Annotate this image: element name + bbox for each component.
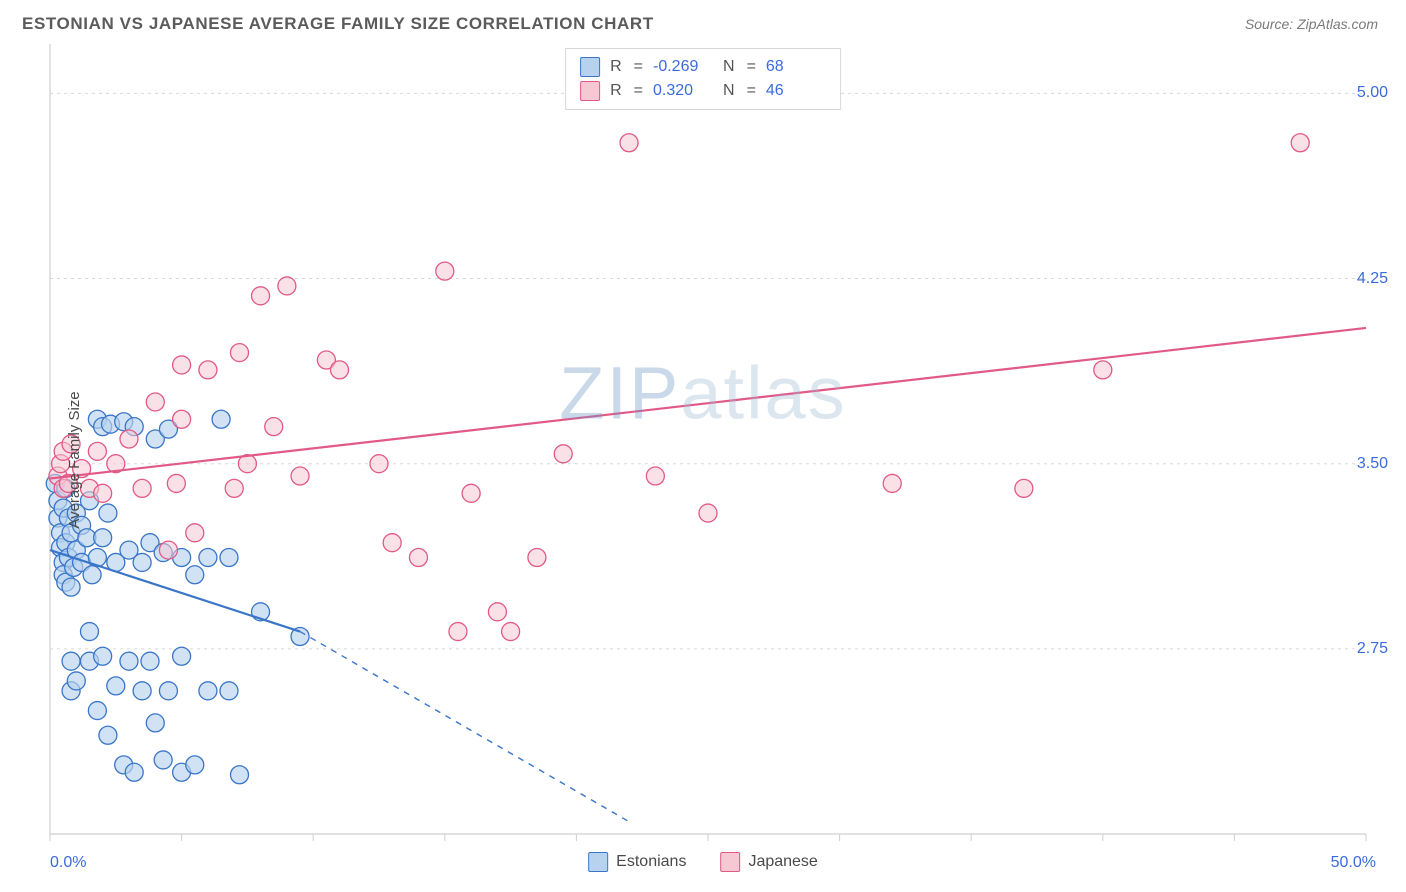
- y-tick-label: 2.75: [1357, 640, 1388, 658]
- stat-N-estonians: 68: [766, 55, 826, 79]
- eq-sign: =: [634, 55, 643, 79]
- source-prefix: Source:: [1245, 16, 1297, 32]
- source-name: ZipAtlas.com: [1297, 16, 1378, 32]
- y-tick-label: 3.50: [1357, 455, 1388, 473]
- swatch-japanese: [580, 81, 600, 101]
- y-axis-label: Average Family Size: [66, 391, 83, 528]
- chart-title: ESTONIAN VS JAPANESE AVERAGE FAMILY SIZE…: [22, 14, 654, 34]
- x-axis-min-label: 0.0%: [50, 854, 86, 872]
- eq-sign: =: [747, 55, 756, 79]
- x-axis-max-label: 50.0%: [1331, 854, 1376, 872]
- y-tick-label: 4.25: [1357, 270, 1388, 288]
- eq-sign: =: [747, 79, 756, 103]
- chart-area: Average Family Size ZIPatlas R = -0.269 …: [0, 40, 1406, 880]
- stat-N-label: N: [723, 79, 735, 103]
- stat-R-japanese: 0.320: [653, 79, 713, 103]
- chart-header: ESTONIAN VS JAPANESE AVERAGE FAMILY SIZE…: [0, 0, 1406, 40]
- stat-N-label: N: [723, 55, 735, 79]
- legend-label-estonians: Estonians: [616, 853, 686, 871]
- stat-R-estonians: -0.269: [653, 55, 713, 79]
- source-credit: Source: ZipAtlas.com: [1245, 16, 1378, 32]
- legend-bottom: Estonians Japanese: [588, 852, 818, 872]
- stat-R-label: R: [610, 55, 622, 79]
- y-tick-label: 5.00: [1357, 84, 1388, 102]
- eq-sign: =: [634, 79, 643, 103]
- stats-box: R = -0.269 N = 68 R = 0.320 N = 46: [565, 48, 841, 110]
- stat-N-japanese: 46: [766, 79, 826, 103]
- swatch-estonians: [580, 57, 600, 77]
- legend-item-estonians: Estonians: [588, 852, 686, 872]
- swatch-japanese: [720, 852, 740, 872]
- stat-R-label: R: [610, 79, 622, 103]
- scatter-plot-svg: [0, 40, 1406, 880]
- legend-label-japanese: Japanese: [748, 853, 817, 871]
- stats-row-japanese: R = 0.320 N = 46: [580, 79, 826, 103]
- swatch-estonians: [588, 852, 608, 872]
- legend-item-japanese: Japanese: [720, 852, 817, 872]
- stats-row-estonians: R = -0.269 N = 68: [580, 55, 826, 79]
